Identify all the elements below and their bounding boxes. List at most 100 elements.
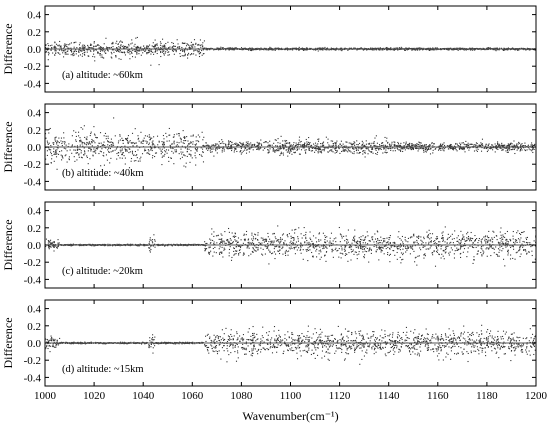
data-point: [474, 240, 476, 242]
data-point: [518, 250, 520, 252]
data-point: [84, 46, 86, 48]
data-point: [410, 147, 412, 149]
data-point: [198, 141, 200, 143]
data-point: [123, 51, 125, 53]
data-point: [232, 242, 234, 244]
data-point: [90, 150, 92, 152]
data-point: [428, 241, 430, 243]
data-point: [166, 140, 168, 142]
data-point: [253, 144, 255, 147]
data-point: [197, 140, 199, 142]
data-point: [384, 240, 386, 242]
data-point: [359, 242, 361, 244]
data-point: [441, 144, 443, 146]
data-point: [385, 149, 387, 151]
data-point: [489, 147, 491, 149]
data-point: [346, 253, 348, 255]
data-point: [67, 53, 69, 55]
data-point: [168, 54, 170, 56]
data-point: [391, 143, 393, 145]
data-point: [76, 145, 78, 147]
data-point: [318, 240, 320, 242]
data-point: [123, 47, 125, 49]
data-point: [526, 47, 528, 49]
data-point: [135, 154, 137, 157]
data-point: [290, 240, 292, 242]
data-point: [419, 247, 421, 249]
data-point: [149, 139, 151, 141]
data-point: [229, 242, 231, 244]
data-point: [195, 149, 197, 151]
data-point: [235, 148, 237, 150]
data-point: [115, 148, 117, 150]
data-point: [465, 140, 467, 142]
data-point: [134, 128, 136, 130]
data-point: [239, 141, 241, 143]
data-point: [263, 47, 265, 49]
data-point: [430, 241, 432, 243]
data-point: [250, 147, 253, 149]
data-point: [429, 49, 431, 51]
data-point: [172, 147, 174, 150]
data-point: [336, 149, 338, 152]
data-point: [397, 144, 399, 146]
data-point: [127, 137, 129, 139]
data-point: [474, 235, 476, 237]
data-point: [149, 247, 151, 249]
data-point: [178, 153, 180, 155]
data-point: [376, 153, 378, 155]
data-point: [453, 145, 456, 147]
data-point: [463, 248, 466, 250]
data-point: [408, 148, 410, 150]
data-point: [320, 145, 322, 147]
data-point: [406, 245, 408, 247]
data-point: [221, 238, 223, 240]
data-point: [166, 49, 168, 51]
data-point: [368, 240, 370, 242]
data-point: [286, 245, 288, 247]
data-point: [449, 242, 451, 244]
data-point: [118, 51, 120, 53]
data-point: [474, 240, 476, 242]
data-point: [196, 50, 198, 52]
data-point: [425, 248, 427, 250]
data-point: [344, 47, 346, 49]
data-point: [54, 137, 56, 139]
y-tick-label: -0.2: [24, 61, 41, 73]
data-point: [520, 253, 522, 255]
data-point: [298, 47, 300, 50]
data-point: [300, 144, 302, 146]
data-point: [190, 135, 192, 137]
data-point: [305, 249, 307, 251]
data-point: [180, 139, 182, 141]
data-point: [333, 47, 335, 49]
data-point: [532, 151, 534, 154]
data-point: [433, 250, 435, 253]
data-point: [107, 135, 109, 137]
data-point: [155, 43, 157, 45]
data-point: [507, 148, 510, 150]
data-point: [462, 245, 465, 247]
data-point: [249, 47, 251, 49]
data-point: [64, 43, 66, 45]
data-point: [148, 150, 150, 152]
data-point: [122, 47, 125, 49]
data-point: [525, 49, 527, 51]
data-point: [67, 47, 69, 49]
data-point: [382, 49, 384, 51]
data-point: [504, 233, 506, 235]
data-point: [421, 240, 423, 242]
data-point: [149, 50, 151, 52]
data-point: [233, 143, 236, 145]
data-point: [399, 145, 402, 147]
data-point: [78, 148, 80, 150]
data-point: [131, 47, 133, 49]
data-point: [375, 47, 378, 49]
data-point: [378, 148, 380, 150]
data-point: [104, 144, 106, 147]
data-point: [92, 155, 94, 157]
data-point: [143, 140, 145, 142]
data-point: [437, 249, 439, 251]
data-point: [454, 147, 456, 149]
data-point: [344, 249, 346, 251]
